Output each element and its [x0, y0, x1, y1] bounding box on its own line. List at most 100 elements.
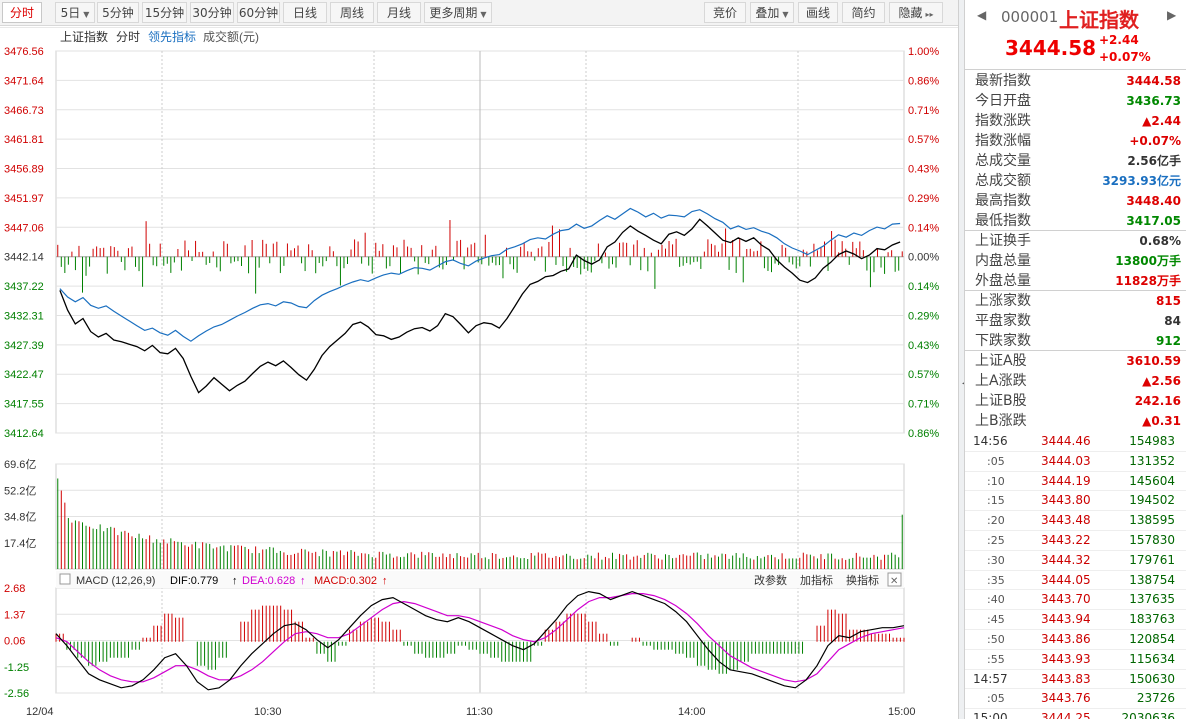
panel-splitter[interactable]	[958, 0, 964, 719]
period-tab-1[interactable]: 5日 ▼	[55, 2, 95, 23]
quote-info-value: 84	[1164, 314, 1181, 328]
quote-info-row: 今日开盘 3436.73	[965, 91, 1186, 111]
period-tab-label: 更多周期	[429, 6, 478, 20]
period-tab-label: 分时	[9, 6, 34, 20]
tick-row[interactable]: :50 3443.86 120854	[965, 630, 1186, 650]
tick-row[interactable]: :25 3443.22 157830	[965, 531, 1186, 551]
tick-time: :10	[987, 474, 1005, 488]
quote-info-value: ▲0.31	[1142, 414, 1181, 428]
macd-settings-icon[interactable]	[59, 573, 71, 585]
tick-row[interactable]: :55 3443.93 115634	[965, 650, 1186, 670]
tool-button-4[interactable]: 隐藏 ▸▸	[889, 2, 943, 23]
volume-unit-label: 成交额(元)	[203, 29, 259, 44]
price-tick-label: 3447.06	[4, 222, 44, 234]
period-tab-2[interactable]: 5分钟	[97, 2, 139, 23]
tick-volume: 115634	[1129, 651, 1175, 666]
pct-tick-label: 0.86%	[908, 428, 939, 440]
tick-row[interactable]: :45 3443.94 183763	[965, 610, 1186, 630]
close-box[interactable]	[887, 572, 902, 587]
period-tab-6[interactable]: 日线	[283, 2, 327, 23]
switch-indicator-button[interactable]: 换指标	[846, 573, 879, 587]
quote-info-key: 上A涨跌	[975, 373, 1027, 389]
macd-dea-value: DEA:0.628	[242, 575, 295, 587]
tick-row[interactable]: 14:57 3443.83 150630	[965, 670, 1186, 690]
period-tab-7[interactable]: 周线	[330, 2, 374, 23]
tick-row[interactable]: :05 3443.76 23726	[965, 689, 1186, 710]
tick-row[interactable]: 14:56 3444.46 154983	[965, 432, 1186, 452]
tick-time: :20	[987, 514, 1005, 528]
period-tab-3[interactable]: 15分钟	[142, 2, 187, 23]
tick-row[interactable]: :15 3443.80 194502	[965, 491, 1186, 512]
tick-row[interactable]: :30 3444.32 179761	[965, 551, 1186, 571]
time-tick-label: 10:30	[254, 706, 282, 718]
tool-button-0[interactable]: 竞价	[704, 2, 746, 23]
intraday-chart[interactable]: 3476.56 1.00% 3471.64 0.86% 3466.73 0.71% 3461…	[0, 27, 958, 719]
period-tab-8[interactable]: 月线	[377, 2, 421, 23]
tick-list[interactable]: 14:56 3444.46 154983:05 3444.03 131352:10 344…	[965, 432, 1186, 719]
tick-time: :05	[987, 454, 1005, 468]
macd-tick-label: -1.25	[4, 662, 29, 674]
period-tab-5[interactable]: 60分钟	[237, 2, 280, 23]
tick-row[interactable]: :20 3443.48 138595	[965, 511, 1186, 531]
quote-info-key: 外盘总量	[975, 273, 1031, 289]
stock-name: 上证指数	[1059, 8, 1139, 32]
quote-info-row: 最低指数 3417.05	[965, 211, 1186, 231]
add-indicator-button[interactable]: 加指标	[800, 573, 833, 587]
tick-row[interactable]: :35 3444.05 138754	[965, 571, 1186, 591]
tick-row[interactable]: :10 3444.19 145604	[965, 472, 1186, 492]
tick-price: 3444.05	[1041, 572, 1091, 587]
tick-row[interactable]: :05 3444.03 131352	[965, 452, 1186, 472]
quote-info-value: 3444.58	[1126, 74, 1181, 88]
double-arrow-icon: ▸▸	[925, 10, 934, 19]
pct-tick-label: 0.86%	[908, 75, 939, 87]
quote-info-row: 总成交量 2.56亿手	[965, 151, 1186, 171]
macd-tick-label: 2.68	[4, 583, 25, 595]
pct-tick-label: 0.57%	[908, 134, 939, 146]
time-tick-label: 15:00	[888, 706, 916, 718]
tool-button-1[interactable]: 叠加 ▼	[750, 2, 794, 23]
price-tick-label: 3412.64	[4, 428, 44, 440]
tick-row[interactable]: 15:00 3444.25 2030636	[965, 709, 1186, 719]
tool-button-label: 竞价	[712, 6, 737, 20]
edit-params-button[interactable]: 改参数	[754, 573, 787, 587]
tick-volume: 154983	[1129, 434, 1175, 448]
quote-info-key: 指数涨幅	[975, 133, 1031, 149]
quote-info-row: 上涨家数 815	[965, 291, 1186, 311]
macd-tick-label: 1.37	[4, 609, 25, 621]
period-tab-4[interactable]: 30分钟	[190, 2, 234, 23]
tick-time: :45	[987, 613, 1005, 627]
period-tab-9[interactable]: 更多周期 ▼	[424, 2, 492, 23]
prev-stock-icon[interactable]: ◀	[977, 8, 987, 22]
tick-volume: 157830	[1129, 532, 1175, 547]
tick-row[interactable]: :40 3443.70 137635	[965, 590, 1186, 611]
macd-title: MACD (12,26,9)	[76, 575, 155, 587]
quote-info-key: 指数涨跌	[975, 113, 1031, 129]
macd-value: MACD:0.302	[314, 575, 377, 587]
quote-info-value: ▲2.56	[1142, 374, 1181, 388]
tool-button-label: 简约	[851, 6, 876, 20]
tick-price: 3443.48	[1041, 513, 1091, 528]
tool-button-2[interactable]: 画线	[798, 2, 838, 23]
quote-info-value: 11828万手	[1115, 274, 1181, 288]
quote-info-key: 上证A股	[975, 353, 1027, 369]
quote-info-key: 今日开盘	[975, 93, 1031, 109]
quote-info-value: 3293.93亿元	[1102, 174, 1181, 188]
quote-info-value: 3610.59	[1126, 354, 1181, 368]
period-tab-label: 周线	[339, 6, 364, 20]
close-icon[interactable]: ✕	[890, 576, 898, 587]
next-stock-icon[interactable]: ▶	[1167, 8, 1177, 22]
volume-tick-label: 17.4亿	[4, 537, 36, 550]
tick-price: 3444.03	[1041, 453, 1091, 468]
quote-info-key: 上B涨跌	[975, 413, 1027, 429]
chart-canvas[interactable]: 3476.56 1.00% 3471.64 0.86% 3466.73 0.71% 3461…	[0, 27, 958, 719]
pct-tick-label: 0.29%	[908, 193, 939, 205]
tool-button-3[interactable]: 简约	[842, 2, 885, 23]
tick-time: :30	[987, 553, 1005, 567]
quote-info-row: 上证A股 3610.59	[965, 351, 1186, 371]
period-tab-0[interactable]: 分时	[2, 2, 42, 23]
time-tick-label: 14:00	[678, 706, 706, 718]
tick-price: 3444.46	[1041, 434, 1091, 448]
quote-info-key: 总成交额	[975, 173, 1031, 189]
tick-time: :15	[987, 494, 1005, 508]
tick-volume: 2030636	[1121, 711, 1175, 719]
